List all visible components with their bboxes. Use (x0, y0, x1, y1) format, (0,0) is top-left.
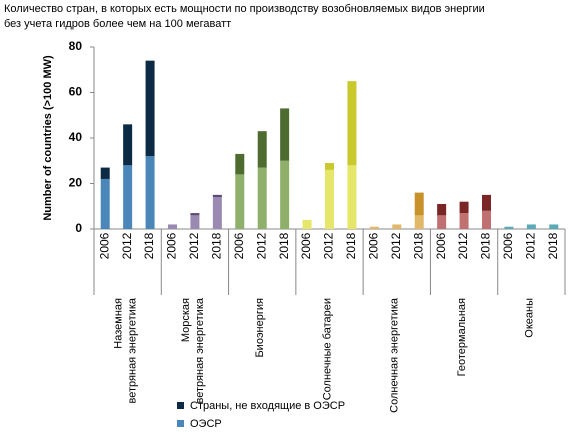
bar-segment (235, 174, 245, 229)
x-tick-label: 2018 (277, 232, 291, 259)
group-label: Биоэнергия (254, 298, 266, 358)
bar-segment (459, 213, 469, 229)
chart-subtitle: без учета гидров более чем на 100 мегава… (4, 18, 231, 30)
bar-segment (100, 178, 110, 229)
chart-title: Количество стран, в которых есть мощност… (4, 3, 485, 15)
bar-segment (280, 160, 290, 229)
bar-segment (482, 210, 491, 229)
y-axis-label: Number of countries (>100 MW) (42, 55, 54, 221)
bar-segment (123, 124, 133, 166)
y-tick-label: 80 (69, 39, 83, 53)
x-tick-label: 2012 (456, 232, 470, 259)
group-label: Геотермальная (456, 298, 468, 376)
x-tick-label: 2006 (367, 232, 381, 259)
y-tick-label: 40 (69, 130, 83, 144)
bar-segment (369, 226, 379, 229)
legend-swatch (177, 420, 184, 427)
bar-segment (168, 224, 177, 229)
bar-segment (347, 165, 357, 229)
x-tick-label: 2018 (142, 232, 156, 259)
bar-segment (437, 203, 447, 216)
group-label: Солнечная энергетика (389, 297, 401, 413)
bar-segment (325, 169, 334, 229)
group-label: Океаны (523, 298, 535, 338)
bar-segment (302, 219, 312, 229)
y-tick-label: 20 (69, 176, 83, 190)
bar-segment (526, 224, 536, 229)
legend-label: ОЭСР (190, 418, 222, 430)
x-tick-label: 2012 (120, 232, 134, 259)
bar-segment (459, 201, 469, 214)
bar-segment (549, 224, 559, 229)
x-tick-label: 2012 (322, 232, 336, 259)
x-tick-label: 2012 (254, 232, 268, 259)
x-tick-label: 2006 (299, 232, 313, 259)
group-label: ветряная энергетика (194, 297, 206, 403)
bar-segment (437, 215, 447, 229)
group-label: Наземная (113, 298, 125, 349)
bar-segment (414, 215, 424, 229)
group-label: Солнечные батареи (321, 298, 333, 400)
x-tick-label: 2006 (165, 232, 179, 259)
bar-segment (235, 153, 245, 175)
bar-segment (347, 81, 357, 166)
bar-segment (212, 194, 222, 198)
legend-label: Страны, не входящие в ОЭСР (190, 400, 345, 412)
x-tick-label: 2012 (187, 232, 201, 259)
bar-segment (504, 226, 514, 229)
x-tick-label: 2006 (232, 232, 246, 259)
x-tick-label: 2018 (546, 232, 560, 259)
y-tick-label: 60 (69, 85, 83, 99)
bar-segment (190, 213, 200, 216)
group-label: Морская (180, 298, 192, 342)
x-tick-label: 2018 (479, 232, 493, 259)
x-tick-label: 2018 (210, 232, 224, 259)
bar-segment (325, 163, 334, 170)
x-tick-label: 2012 (524, 232, 538, 259)
bar-segment (145, 156, 155, 229)
y-tick-label: 0 (75, 221, 82, 235)
bar-segment (100, 167, 110, 179)
bar-segment (392, 224, 402, 229)
bar-segment (190, 215, 200, 229)
bar-segment (280, 108, 290, 161)
group-label: ветряная энергетика (127, 297, 139, 403)
bar-segment (123, 165, 133, 229)
x-tick-label: 2018 (344, 232, 358, 259)
bar-segment (414, 192, 424, 216)
bar-segment (257, 131, 267, 168)
x-tick-label: 2006 (97, 232, 111, 259)
x-tick-label: 2012 (389, 232, 403, 259)
bar-segment (257, 167, 267, 229)
x-tick-label: 2018 (411, 232, 425, 259)
x-tick-label: 2006 (501, 232, 515, 259)
bar-segment (145, 60, 155, 157)
bar-segment (482, 194, 491, 211)
bar-segment (212, 197, 222, 229)
x-tick-label: 2006 (434, 232, 448, 259)
legend-swatch (177, 402, 184, 409)
